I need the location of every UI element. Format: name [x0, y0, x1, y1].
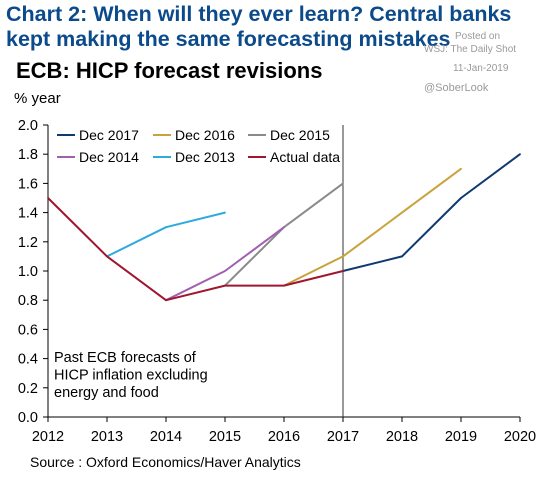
y-tick-label-1: 0.2: [18, 381, 38, 397]
series-5-point-5: [342, 270, 344, 272]
legend-label-0: Dec 2017: [79, 127, 139, 143]
legend-label-2: Dec 2015: [270, 127, 330, 143]
series-line-0: [342, 153, 521, 272]
chart-header-title: Chart 2: When will they ever learn? Cent…: [6, 2, 512, 51]
series-5-point-4: [283, 284, 285, 287]
watermark-handle: @SoberLook: [424, 82, 489, 94]
series-5-point-1: [106, 255, 108, 258]
y-tick-label-10: 2.0: [18, 118, 38, 134]
series-1-point-2: [401, 211, 403, 214]
series-line-3: [165, 226, 285, 302]
annotation-line-0: Past ECB forecasts of: [54, 350, 197, 366]
annotation-line-2: energy and food: [54, 385, 159, 401]
legend-label-1: Dec 2016: [175, 127, 235, 143]
series-0-point-1: [401, 255, 403, 258]
series-line-2: [224, 182, 344, 287]
series-0-point-2: [460, 197, 462, 199]
series-1-point-1: [342, 255, 344, 258]
y-tick-label-8: 1.6: [18, 176, 38, 192]
annotation-line-1: HICP inflation excluding: [54, 368, 208, 384]
series-line-4: [106, 211, 226, 258]
series-line-5: [47, 197, 344, 302]
y-tick-label-3: 0.6: [18, 322, 38, 338]
source-note: Source : Oxford Economics/Haver Analytic…: [30, 454, 301, 470]
legend-label-5: Actual data: [270, 149, 340, 165]
legend-label-4: Dec 2013: [175, 149, 235, 165]
series-5-point-2: [165, 299, 167, 302]
x-tick-label-6: 2018: [386, 429, 418, 445]
y-tick-label-0: 0.0: [18, 410, 38, 426]
y-tick-label-9: 1.8: [18, 147, 38, 163]
y-tick-label-6: 1.2: [18, 235, 38, 251]
watermark-posted-on: Posted on: [455, 31, 501, 42]
x-tick-label-0: 2012: [32, 429, 64, 445]
y-tick-label-7: 1.4: [18, 206, 38, 222]
watermark-source: WSJ: The Daily Shot: [424, 44, 517, 55]
x-tick-label-1: 2013: [91, 429, 123, 445]
y-axis-unit-label: % year: [14, 90, 61, 107]
legend-label-3: Dec 2014: [79, 149, 139, 165]
y-tick-label-5: 1.0: [18, 264, 38, 280]
series-2-point-2: [342, 182, 344, 185]
x-tick-label-2: 2014: [150, 429, 182, 445]
series-line-1: [283, 167, 462, 287]
series-5-point-3: [224, 284, 226, 287]
series-4-point-2: [224, 211, 226, 214]
x-tick-label-5: 2017: [327, 429, 359, 445]
x-tick-label-3: 2015: [209, 429, 241, 445]
series-5-point-0: [47, 197, 49, 199]
series-3-point-1: [224, 270, 226, 272]
series-3-point-2: [283, 226, 285, 229]
series-0-point-3: [519, 153, 521, 156]
y-tick-label-2: 0.4: [18, 352, 38, 368]
x-tick-label-8: 2020: [504, 429, 536, 445]
y-tick-label-4: 0.8: [18, 293, 38, 309]
watermark-date: 11-Jan-2019: [453, 63, 509, 74]
x-tick-label-4: 2016: [268, 429, 300, 445]
chart-title: ECB: HICP forecast revisions: [16, 58, 323, 83]
series-1-point-3: [460, 167, 462, 170]
series-4-point-1: [165, 226, 167, 229]
x-tick-label-7: 2019: [445, 429, 477, 445]
